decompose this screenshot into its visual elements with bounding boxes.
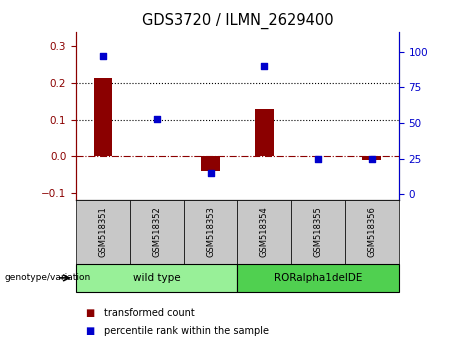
Text: ■: ■ (85, 326, 95, 336)
Bar (94, 78, 112, 156)
Point (99, 53, 106, 59)
Text: GSM518355: GSM518355 (313, 206, 323, 257)
Text: genotype/variation: genotype/variation (5, 273, 91, 282)
Point (368, 156, 376, 161)
Text: GSM518354: GSM518354 (260, 206, 269, 257)
Bar (362, 156, 381, 160)
Text: GSM518351: GSM518351 (99, 206, 107, 257)
Text: GSM518352: GSM518352 (152, 206, 161, 257)
Point (260, 63, 268, 69)
Title: GDS3720 / ILMN_2629400: GDS3720 / ILMN_2629400 (142, 13, 333, 29)
Point (153, 116, 160, 122)
Text: percentile rank within the sample: percentile rank within the sample (104, 326, 269, 336)
Text: wild type: wild type (133, 273, 181, 283)
Bar (255, 109, 274, 156)
Point (207, 170, 214, 176)
Bar (201, 156, 220, 171)
Point (314, 156, 322, 161)
Text: transformed count: transformed count (104, 308, 195, 318)
Text: ■: ■ (85, 308, 95, 318)
Text: GSM518353: GSM518353 (206, 206, 215, 257)
Text: GSM518356: GSM518356 (367, 206, 376, 257)
Text: RORalpha1delDE: RORalpha1delDE (274, 273, 362, 283)
